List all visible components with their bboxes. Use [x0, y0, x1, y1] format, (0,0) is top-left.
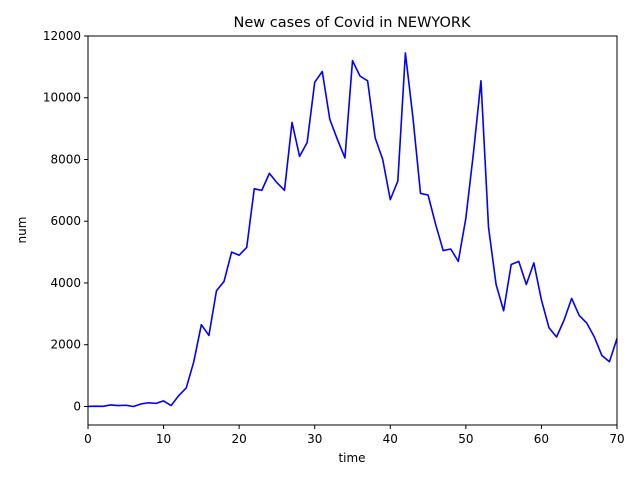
y-tick-label: 0 — [73, 399, 81, 413]
y-tick-label: 10000 — [43, 91, 81, 105]
y-tick-label: 8000 — [50, 152, 81, 166]
y-tick-label: 4000 — [50, 276, 81, 290]
x-tick-label: 60 — [534, 432, 549, 446]
chart-title: New cases of Covid in NEWYORK — [234, 15, 471, 31]
x-tick-label: 70 — [609, 432, 624, 446]
y-axis: 0 2000 4000 6000 8000 10000 12000 — [43, 29, 88, 413]
x-tick-label: 40 — [383, 432, 398, 446]
series-line — [87, 52, 618, 408]
x-axis: 0 10 20 30 40 50 60 70 — [84, 425, 625, 446]
y-axis-label: num — [15, 217, 29, 244]
x-tick-label: 20 — [232, 432, 247, 446]
y-tick-label: 6000 — [50, 214, 81, 228]
x-tick-label: 30 — [307, 432, 322, 446]
plot-area — [87, 35, 618, 426]
x-tick-label: 0 — [84, 432, 92, 446]
x-tick-label: 50 — [458, 432, 473, 446]
x-axis-label: time — [338, 451, 365, 465]
x-tick-label: 10 — [156, 432, 171, 446]
axes-frame — [87, 35, 618, 426]
y-tick-label: 12000 — [43, 29, 81, 43]
y-tick-label: 2000 — [50, 338, 81, 352]
